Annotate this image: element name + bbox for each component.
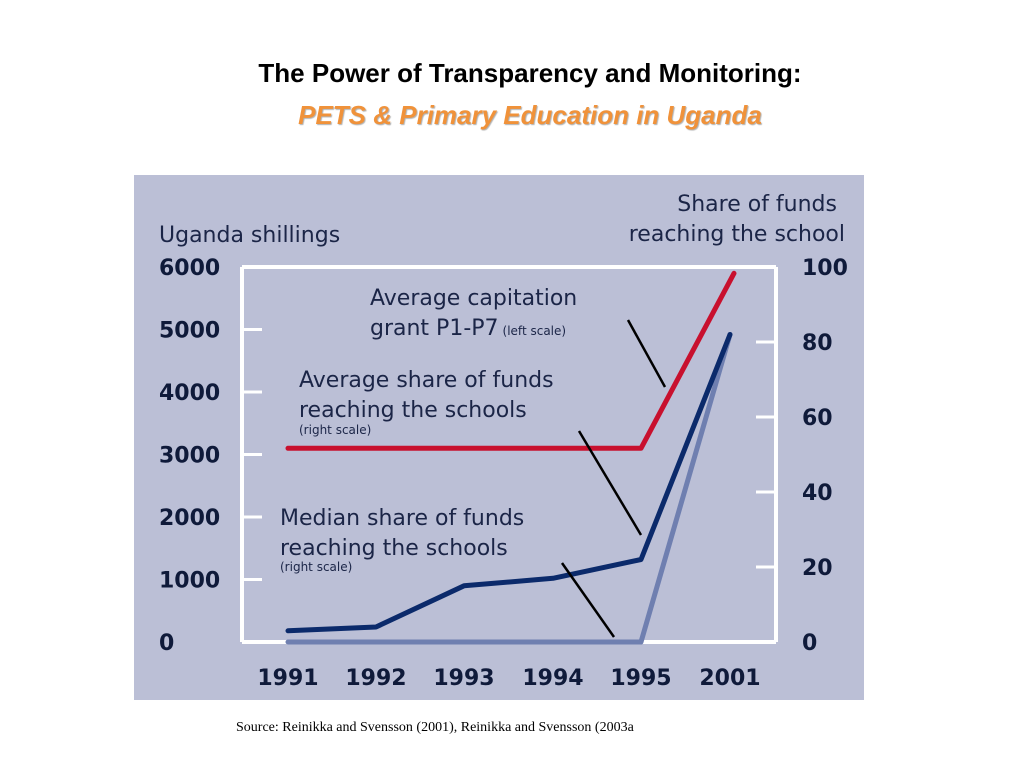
series-line-capitation xyxy=(285,270,737,451)
capitation-pointer xyxy=(626,319,667,388)
median-share-pointer xyxy=(560,562,616,638)
median-share-label-line1: Median share of funds xyxy=(280,506,524,531)
right-tick-labels: 100 80 60 40 20 0 xyxy=(802,256,848,656)
right-axis-title-line1: Share of funds xyxy=(677,192,837,217)
left-tick-label: 4000 xyxy=(159,381,220,406)
left-tick-label: 6000 xyxy=(159,256,220,281)
capitation-label-line1: Average capitation xyxy=(370,286,577,311)
slide-title: The Power of Transparency and Monitoring… xyxy=(258,58,802,88)
x-tick-labels: 1991 1992 1993 1994 1995 2001 xyxy=(257,666,760,691)
capitation-label-line2: grant P1-P7 (left scale) xyxy=(370,316,566,341)
x-tick-label: 2001 xyxy=(699,666,760,691)
x-tick-label: 1995 xyxy=(610,666,671,691)
annotation-average-share: Average share of funds reaching the scho… xyxy=(299,368,643,536)
left-tick-label: 5000 xyxy=(159,319,220,344)
right-tick-label: 60 xyxy=(802,406,833,431)
axis-ticks xyxy=(242,328,776,581)
x-tick-label: 1991 xyxy=(257,666,318,691)
left-axis-title: Uganda shillings xyxy=(159,223,340,248)
x-tick-label: 1993 xyxy=(433,666,494,691)
right-tick-label: 0 xyxy=(802,631,817,656)
chart-background xyxy=(134,175,864,700)
average-share-scale-note: (right scale) xyxy=(299,423,371,437)
slide-subtitle: PETS & Primary Education in Uganda xyxy=(298,100,762,130)
right-tick-label: 20 xyxy=(802,556,833,581)
left-tick-label: 0 xyxy=(159,631,174,656)
chart: Uganda shillings Share of funds reaching… xyxy=(134,175,864,700)
left-tick-labels: 6000 5000 4000 3000 2000 1000 0 xyxy=(159,256,220,656)
right-tick-label: 80 xyxy=(802,331,833,356)
capitation-label-line2-text: grant P1-P7 xyxy=(370,316,499,341)
right-tick-label: 40 xyxy=(802,481,833,506)
right-axis-title-line2: reaching the school xyxy=(629,222,845,247)
x-tick-label: 1994 xyxy=(522,666,583,691)
median-share-scale-note: (right scale) xyxy=(280,560,352,574)
series-lines xyxy=(285,270,737,645)
average-share-label-line1: Average share of funds xyxy=(299,368,554,393)
series-line-average-share xyxy=(285,332,733,634)
average-share-label-line2: reaching the schools xyxy=(299,398,527,423)
x-tick-label: 1992 xyxy=(345,666,406,691)
median-share-label-line2: reaching the schools xyxy=(280,536,508,561)
series-line-median-share xyxy=(285,332,733,645)
annotation-median-share: Median share of funds reaching the schoo… xyxy=(280,506,616,638)
left-tick-label: 1000 xyxy=(159,569,220,594)
average-share-pointer xyxy=(577,430,643,536)
annotation-capitation: Average capitation grant P1-P7 (left scal… xyxy=(370,286,667,388)
capitation-scale-note: (left scale) xyxy=(503,324,567,338)
left-tick-label: 2000 xyxy=(159,506,220,531)
right-tick-label: 100 xyxy=(802,256,848,281)
left-tick-label: 3000 xyxy=(159,444,220,469)
source-note: Source: Reinikka and Svensson (2001), Re… xyxy=(236,720,634,735)
